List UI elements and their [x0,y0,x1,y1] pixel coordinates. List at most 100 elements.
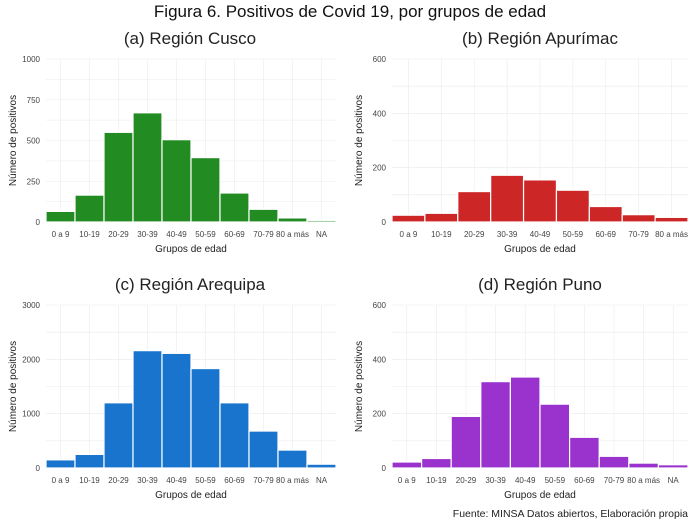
bar-80-a-más [277,217,308,223]
x-tick-label: NA [316,230,328,239]
x-tick-label: 40-49 [530,230,551,239]
bar-50-59 [190,367,221,469]
bar-10-19 [74,194,105,223]
x-tick-label: 30-39 [485,476,506,485]
x-tick-label: 80 a más [276,230,309,239]
bar-20-29 [103,402,134,469]
y-tick-label: 0 [36,464,41,473]
y-tick-label: 1000 [22,410,40,419]
x-tick-label: 40-49 [166,230,187,239]
x-tick-label: NA [668,476,680,485]
bar-NA [657,464,689,469]
y-tick-label: 2000 [22,355,40,364]
x-tick-label: 30-39 [137,230,158,239]
bar-0-a-9 [391,461,423,469]
x-tick-label: 20-29 [108,230,129,239]
x-tick-label: 20-29 [456,476,477,485]
bar-NA [306,219,337,223]
x-tick-label: 70-79 [604,476,625,485]
y-tick-label: 200 [373,164,387,173]
x-tick-label: 60-69 [224,476,245,485]
bar-60-69 [219,192,250,223]
bar-20-29 [457,190,492,223]
x-tick-label: 40-49 [515,476,536,485]
x-tick-label: 10-19 [431,230,452,239]
bar-80-a-más [654,216,689,223]
bar-0-a-9 [45,459,76,469]
y-tick-label: 200 [373,410,387,419]
bar-0-a-9 [45,210,76,223]
bar-60-69 [219,402,250,469]
x-tick-label: 60-69 [574,476,595,485]
x-tick-label: 20-29 [108,476,129,485]
y-tick-label: 400 [373,355,387,364]
bar-50-59 [190,157,221,223]
bar-0-a-9 [391,214,426,223]
x-tick-label: 20-29 [464,230,485,239]
x-tick-label: 0 a 9 [52,476,70,485]
y-tick-label: 1000 [22,55,40,64]
x-tick-label: NA [316,476,328,485]
x-tick-label: 30-39 [497,230,518,239]
panel-title: (d) Región Puno [478,275,602,294]
y-tick-label: 250 [27,177,41,186]
bar-NA [306,463,337,469]
figure-title: Figura 6. Positivos de Covid 19, por gru… [153,2,547,21]
bar-20-29 [103,131,134,223]
bar-40-49 [161,352,192,469]
bar-60-69 [588,205,623,223]
y-tick-label: 750 [27,96,41,105]
bar-60-69 [568,436,600,469]
bar-70-79 [248,208,279,223]
bar-50-59 [555,189,590,223]
panel-title: (c) Región Arequipa [115,275,266,294]
bar-80-a-más [628,462,659,469]
chart-panel-2: 0 200 400 600 0 a 9 10-19 20-29 30-39 40-49 50-59… [354,29,689,255]
bar-70-79 [598,455,630,469]
bar-30-39 [480,381,511,469]
bar-10-19 [74,453,105,469]
x-tick-label: 0 a 9 [52,230,70,239]
y-tick-label: 0 [382,218,387,227]
y-tick-label: 0 [36,218,41,227]
bar-50-59 [539,403,571,469]
x-tick-label: 10-19 [79,476,100,485]
bar-10-19 [421,457,452,469]
x-tick-label: 40-49 [166,476,187,485]
x-tick-label: 0 a 9 [398,476,416,485]
y-axis-label: Número de positivos [354,341,365,432]
bar-70-79 [621,214,656,223]
bar-40-49 [161,139,192,223]
y-tick-label: 0 [382,464,387,473]
x-axis-label: Grupos de edad [504,490,576,501]
bar-40-49 [522,179,558,223]
bar-30-39 [490,174,525,223]
panel-title: (b) Región Apurímac [462,29,618,48]
x-axis-label: Grupos de edad [155,490,227,501]
x-tick-label: 80 a más [276,476,309,485]
y-axis-label: Número de positivos [8,95,19,186]
x-tick-label: 10-19 [79,230,100,239]
bar-40-49 [509,376,541,469]
bar-20-29 [450,415,482,469]
x-tick-label: 70-79 [253,476,274,485]
chart-panel-1: 0 250 500 750 1000 0 a 9 10-19 20-29 30-39 40-49 5… [8,29,337,255]
x-tick-label: 60-69 [596,230,617,239]
x-tick-label: 80 a más [655,230,688,239]
x-tick-label: 70-79 [253,230,274,239]
chart-panel-3: 0 1000 2000 3000 0 a 9 10-19 20-29 30-39 40-49 50… [8,275,337,501]
y-tick-label: 500 [27,137,41,146]
x-tick-label: 50-59 [545,476,566,485]
chart-panel-4: 0 200 400 600 0 a 9 10-19 20-29 30-39 40-49 50-59… [354,275,689,501]
source-caption: Fuente: MINSA Datos abiertos, Elaboració… [452,508,688,520]
x-tick-label: 50-59 [563,230,584,239]
x-tick-label: 50-59 [195,476,216,485]
x-tick-label: 30-39 [137,476,158,485]
x-tick-label: 50-59 [195,230,216,239]
y-tick-label: 600 [373,301,387,310]
x-tick-label: 0 a 9 [400,230,418,239]
y-tick-label: 600 [373,55,387,64]
y-tick-label: 3000 [22,301,40,310]
bar-10-19 [424,212,459,223]
